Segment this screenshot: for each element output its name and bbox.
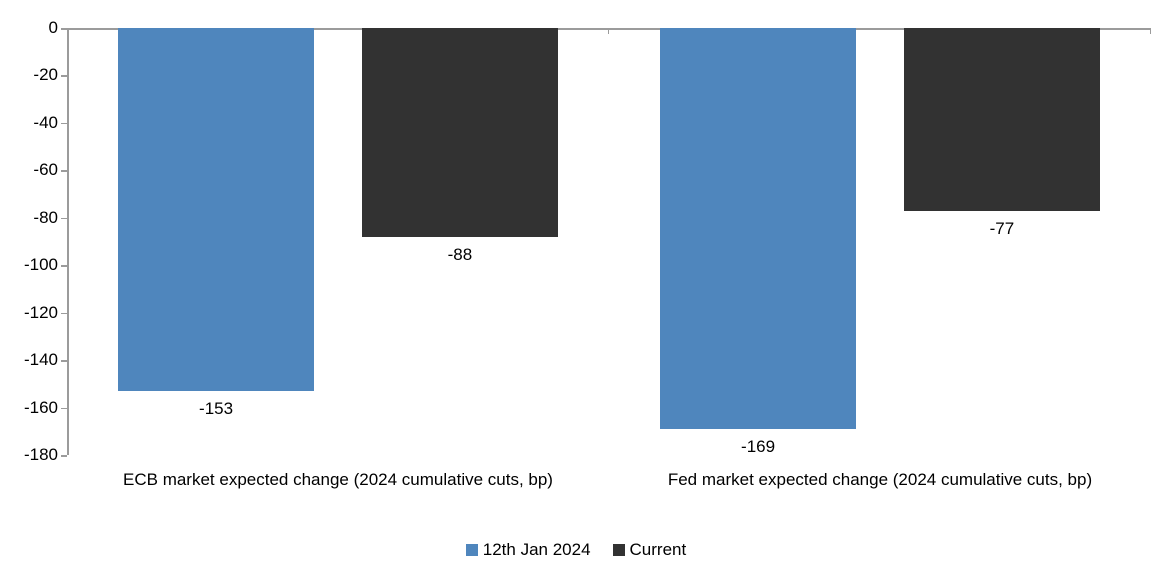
category-label-ecb: ECB market expected change (2024 cumulat…: [123, 470, 553, 489]
legend-swatch-blue-icon: [465, 544, 478, 556]
y-axis-tick: [61, 312, 67, 315]
y-tick-label: -160: [23, 397, 58, 417]
legend-label: Current: [629, 540, 687, 559]
category-axis-tick: [1149, 28, 1151, 34]
y-axis-line: [67, 28, 69, 455]
y-tick-label: -140: [23, 350, 58, 370]
bar-ecb-current: [361, 28, 558, 237]
y-tick-label: -20: [33, 65, 58, 85]
bar-fed-current: [903, 28, 1100, 211]
category-label-fed: Fed market expected change (2024 cumulat…: [667, 470, 1093, 489]
legend-swatch-dark-icon: [612, 544, 625, 556]
bar-value-label: -77: [989, 218, 1015, 238]
y-tick-label: -40: [33, 112, 58, 132]
y-axis-tick: [61, 217, 67, 220]
y-tick-label: -60: [33, 160, 58, 180]
y-axis-tick: [61, 170, 67, 172]
category-axis-tick: [607, 28, 609, 34]
y-axis-tick: [61, 28, 67, 30]
y-tick-label: 0: [48, 18, 58, 37]
bar-value-label: -88: [447, 244, 473, 264]
y-axis-tick: [61, 360, 67, 362]
bar-value-label: -153: [199, 398, 234, 418]
y-axis-tick: [61, 265, 67, 267]
y-tick-label: -180: [23, 445, 58, 464]
bar-fed-jan: [660, 28, 857, 429]
y-tick-label: -80: [33, 207, 58, 227]
y-tick-label: -100: [23, 255, 58, 275]
bar-ecb-jan: [118, 28, 315, 391]
legend-item-current: Current: [612, 540, 687, 560]
bar-value-label: -169: [741, 436, 776, 456]
legend-label: 12th Jan 2024: [482, 540, 591, 559]
y-axis-tick: [61, 407, 67, 410]
x-axis-baseline: [67, 28, 1151, 30]
y-axis-tick: [61, 75, 67, 77]
y-axis-tick: [61, 455, 67, 457]
legend: 12th Jan 2024 Current: [0, 540, 1152, 560]
y-tick-label: -120: [23, 302, 58, 322]
y-axis-tick: [61, 122, 67, 125]
legend-item-12th-jan-2024: 12th Jan 2024: [465, 540, 591, 560]
